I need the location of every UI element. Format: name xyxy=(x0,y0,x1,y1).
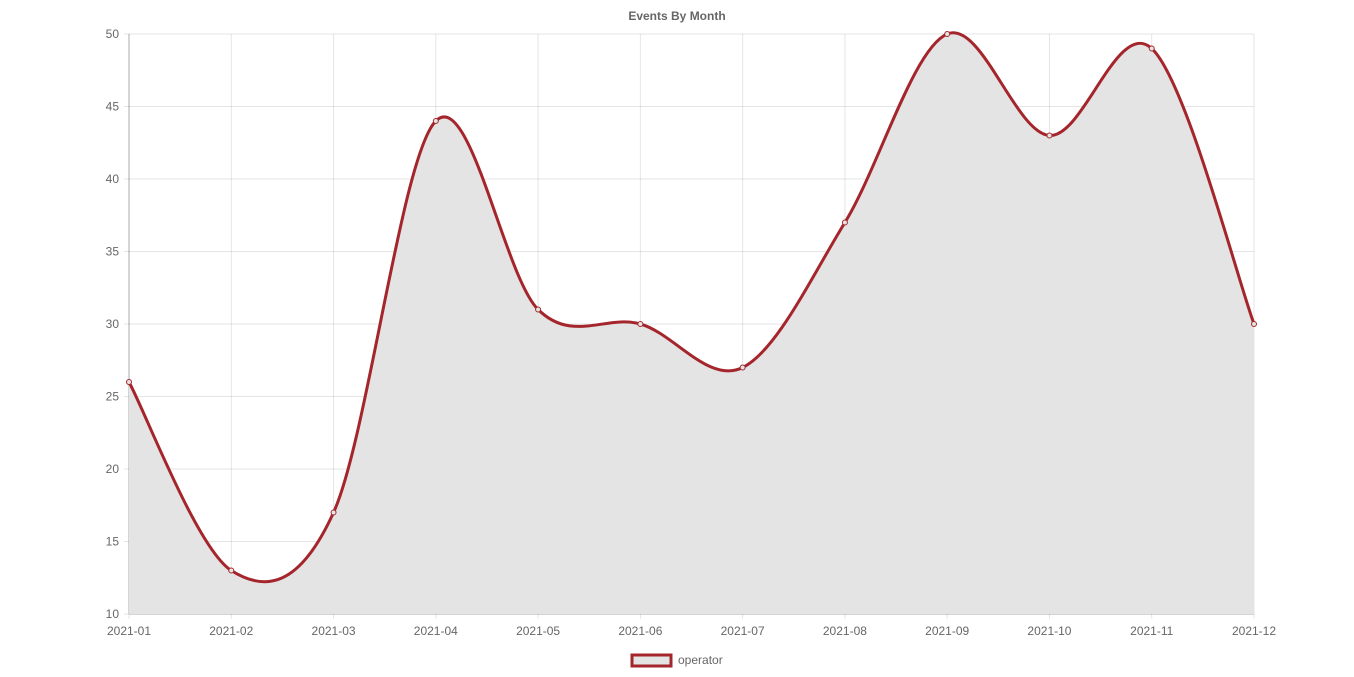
data-point[interactable] xyxy=(739,364,746,371)
y-tick-label: 50 xyxy=(106,27,120,41)
data-points xyxy=(126,31,1257,574)
area-layer xyxy=(129,32,1254,615)
x-tick-label: 2021-03 xyxy=(312,624,356,638)
series-area-fill xyxy=(129,32,1254,615)
legend[interactable]: operator xyxy=(630,653,723,668)
x-tick-label: 2021-08 xyxy=(823,624,867,638)
y-tick-label: 20 xyxy=(106,462,120,476)
data-point[interactable] xyxy=(432,118,439,124)
data-point[interactable] xyxy=(1148,45,1155,52)
data-point[interactable] xyxy=(944,31,951,37)
legend-swatch-operator[interactable] xyxy=(630,653,673,668)
data-point[interactable] xyxy=(841,219,848,226)
x-tick-label: 2021-02 xyxy=(209,624,253,638)
data-point[interactable] xyxy=(126,379,132,385)
data-point[interactable] xyxy=(637,321,644,327)
y-tick-label: 10 xyxy=(106,607,120,621)
y-tick-label: 35 xyxy=(106,245,120,259)
y-tick-label: 40 xyxy=(106,172,120,186)
x-tick-label: 2021-12 xyxy=(1232,624,1276,638)
x-tick-label: 2021-06 xyxy=(618,624,662,638)
x-tick-label: 2021-09 xyxy=(925,624,969,638)
x-tick-label: 2021-10 xyxy=(1027,624,1071,638)
y-axis-ticks: 10 15 20 25 30 35 40 45 50 xyxy=(106,27,120,621)
y-tick-label: 30 xyxy=(106,317,120,331)
y-tick-label: 15 xyxy=(106,535,120,549)
x-tick-label: 2021-05 xyxy=(516,624,560,638)
x-tick-label: 2021-01 xyxy=(107,624,151,638)
y-tick-label: 45 xyxy=(106,100,120,114)
y-tick-label: 25 xyxy=(106,390,120,404)
x-tick-label: 2021-07 xyxy=(721,624,765,638)
x-tick-label: 2021-11 xyxy=(1130,624,1173,638)
x-axis-ticks: 2021-01 2021-02 2021-03 2021-04 2021-05 2021-… xyxy=(107,624,1276,638)
data-point[interactable] xyxy=(330,509,337,516)
data-point[interactable] xyxy=(1046,132,1053,139)
x-tick-label: 2021-04 xyxy=(414,624,458,638)
chart-title: Events By Month xyxy=(628,9,725,23)
legend-label-operator[interactable]: operator xyxy=(678,653,723,667)
data-point[interactable] xyxy=(228,567,235,574)
data-point[interactable] xyxy=(535,306,542,313)
data-point[interactable] xyxy=(1251,321,1257,327)
